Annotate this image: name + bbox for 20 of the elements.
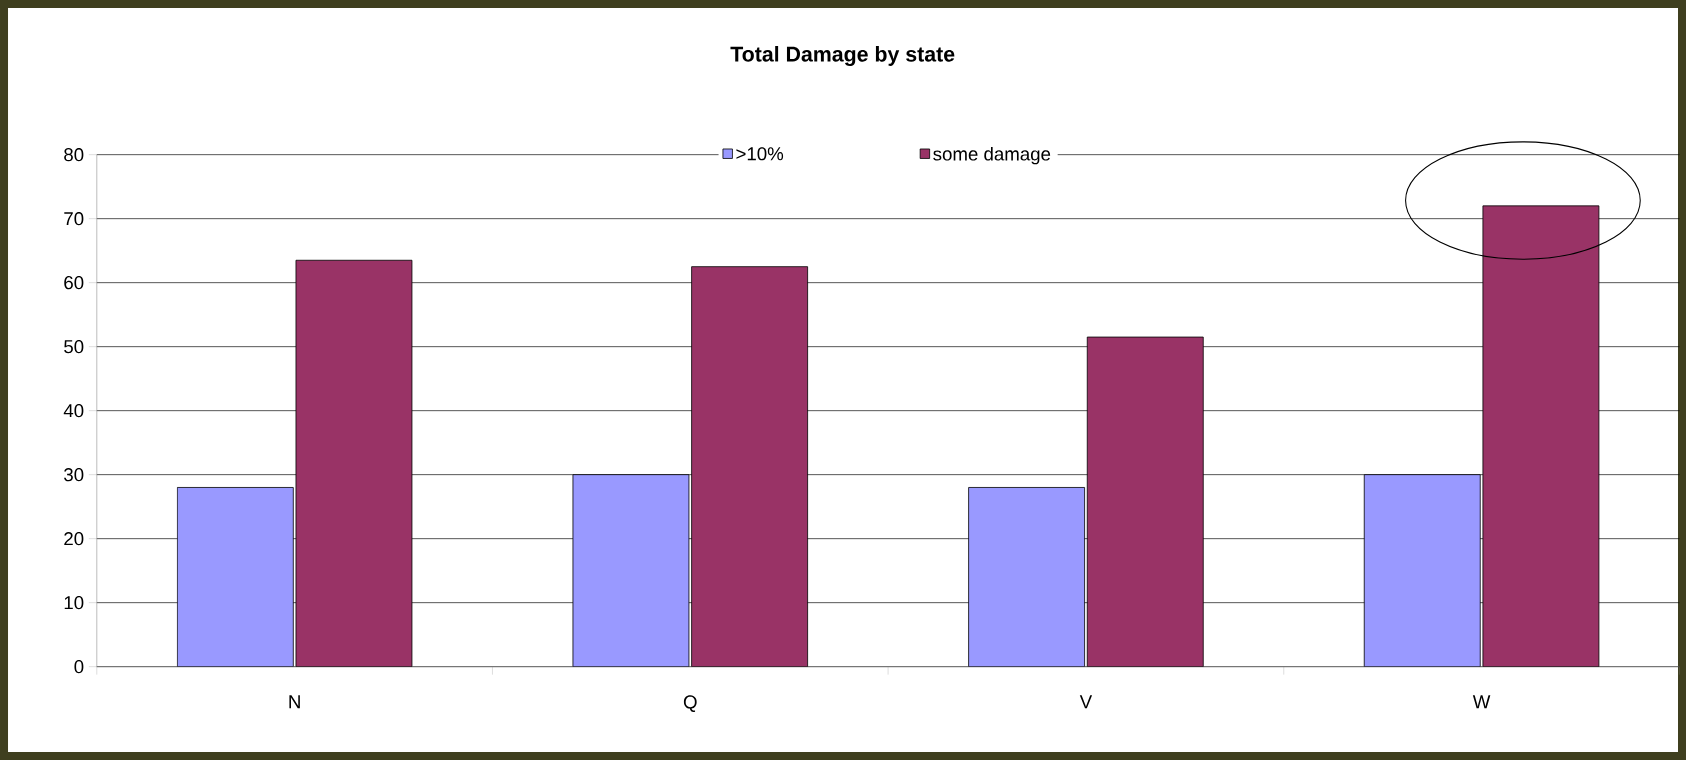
y-tick-label: 60 [64, 276, 84, 290]
bar [1482, 205, 1600, 667]
y-tick-label: 70 [64, 212, 84, 226]
y-tick-label: 10 [64, 596, 84, 610]
chart-title: Total Damage by state [730, 46, 955, 66]
y-tick-label: 30 [64, 468, 84, 482]
y-tick-label: 0 [74, 660, 84, 674]
y-tick-label: 40 [63, 404, 84, 418]
x-tick-label: N [289, 695, 300, 709]
x-tick-label: V [1079, 695, 1093, 709]
bar [295, 259, 413, 667]
x-tick-label: Q [683, 695, 697, 712]
bar [1086, 336, 1204, 667]
y-tick-label: 20 [64, 532, 84, 546]
x-tick-label: W [1472, 695, 1491, 709]
y-tick-label: 50 [64, 340, 84, 354]
y-tick-label: 80 [64, 148, 84, 162]
legend-label: some damage [933, 146, 1051, 165]
legend-label: >10% [736, 147, 784, 161]
bar [691, 266, 809, 667]
